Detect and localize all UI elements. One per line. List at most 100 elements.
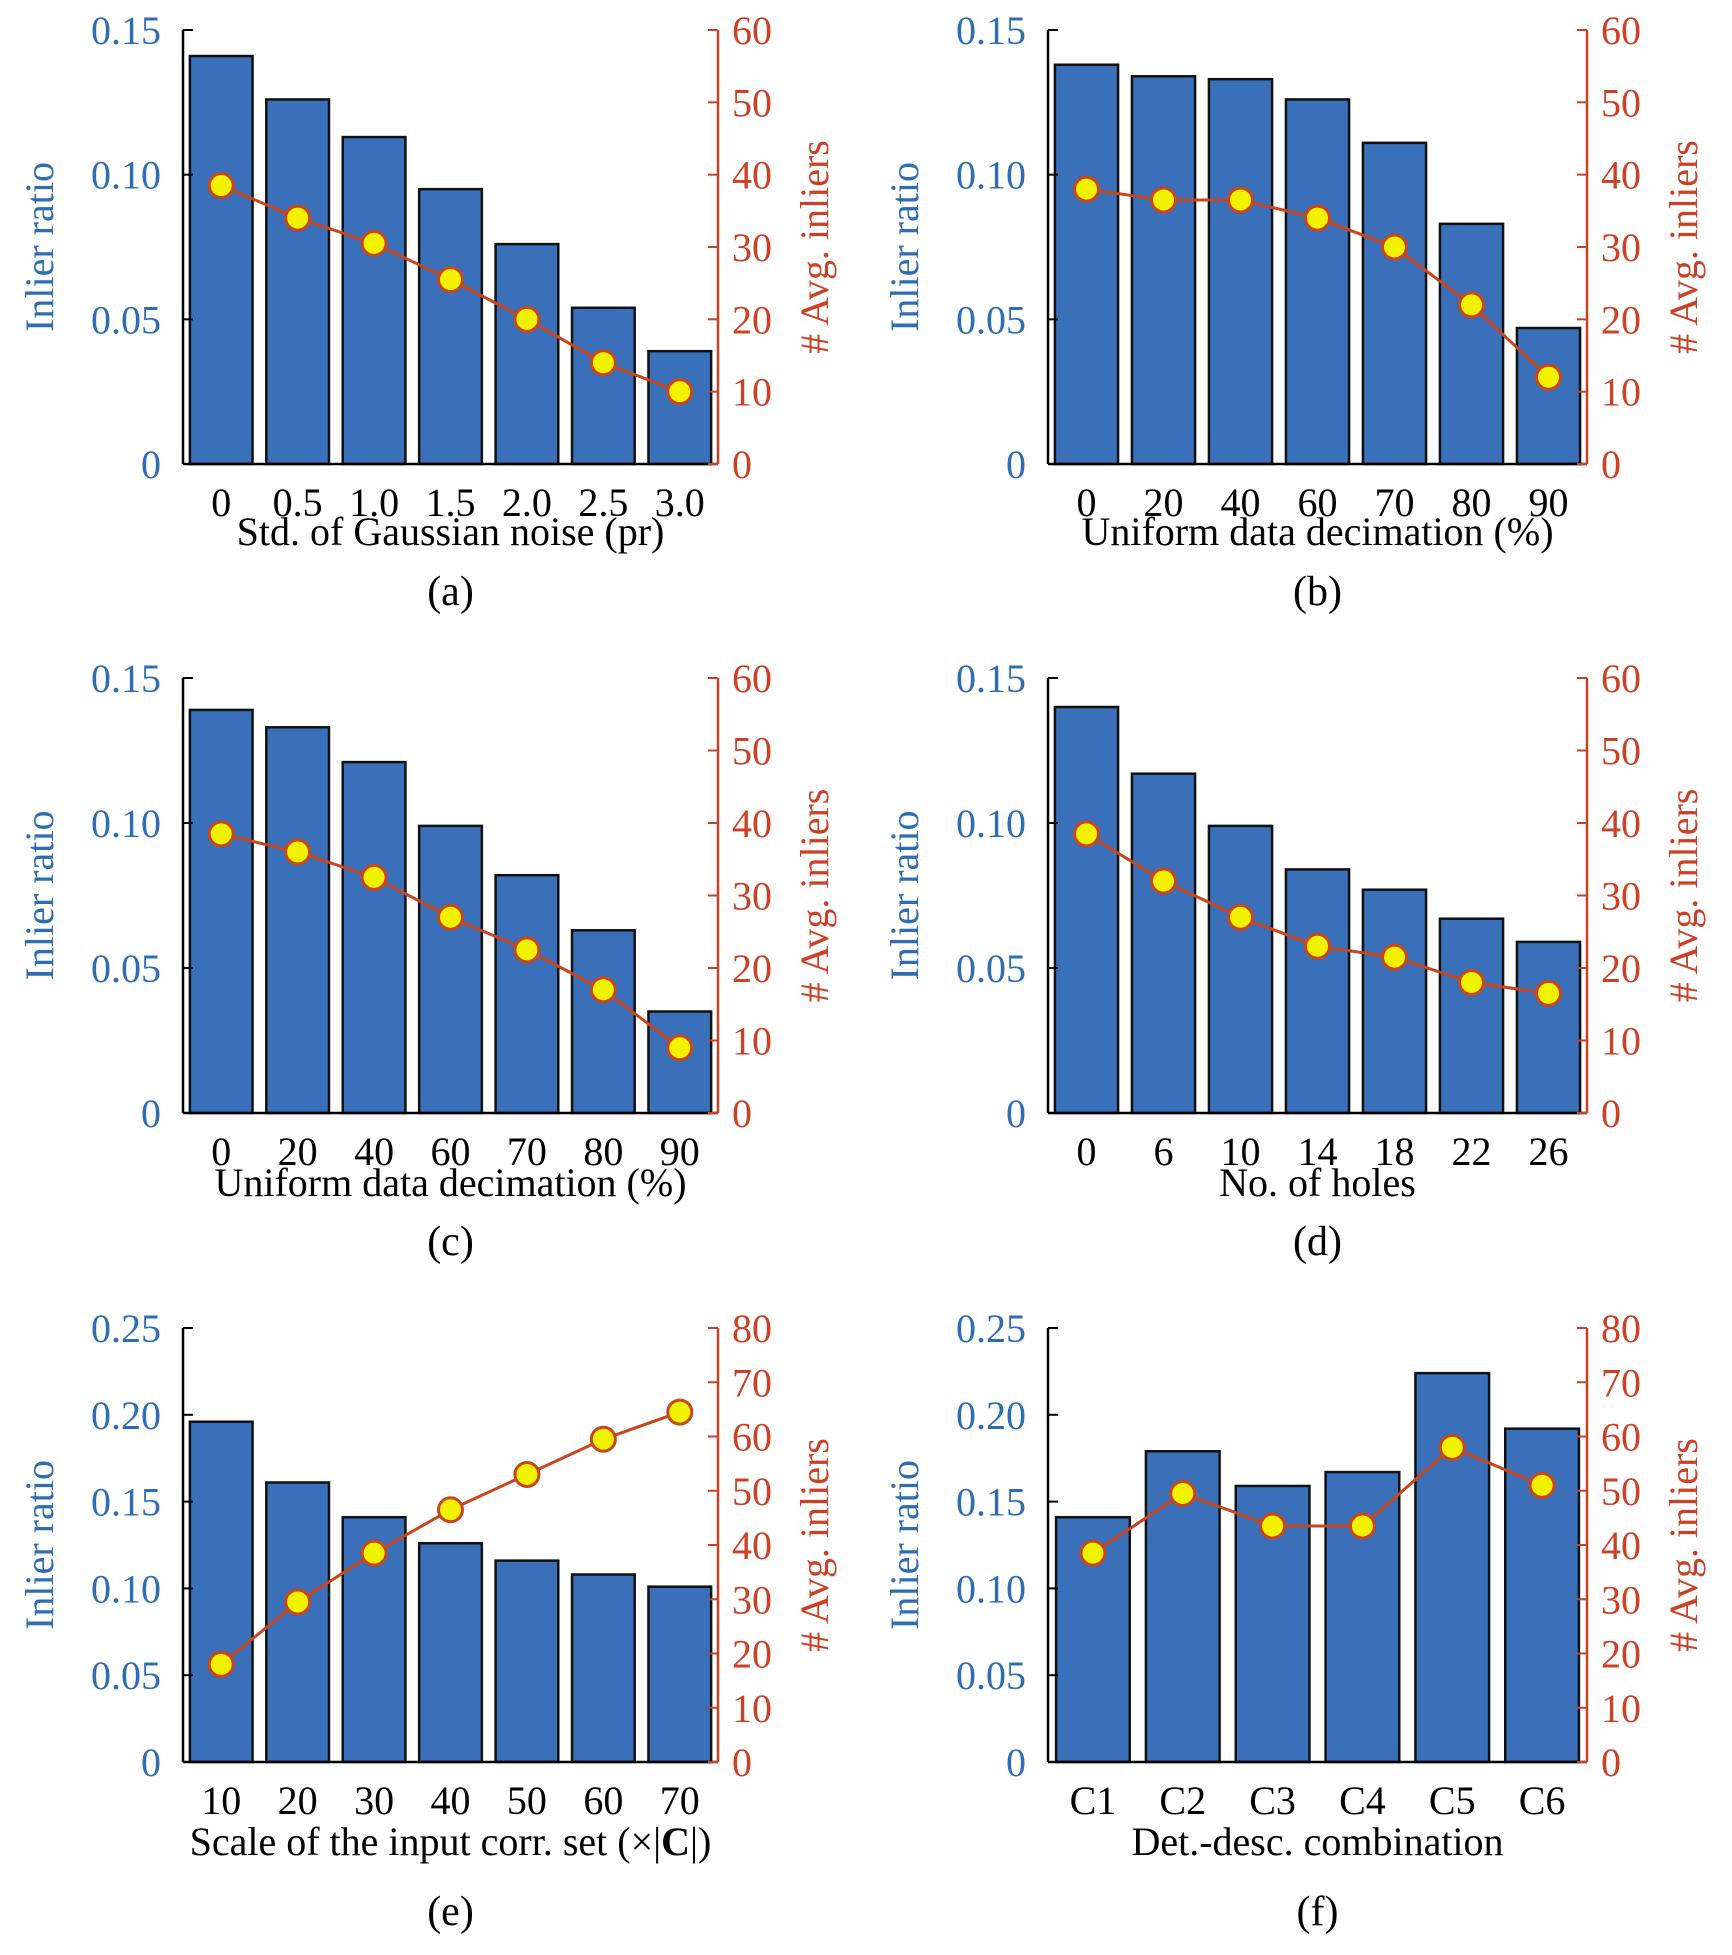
right-tick-label: 20 xyxy=(1601,1632,1641,1677)
x-tick-label: 40 xyxy=(1221,480,1261,525)
right-tick-label: 30 xyxy=(732,874,772,919)
x-tick-label: 80 xyxy=(583,1129,623,1174)
bar xyxy=(265,1481,331,1764)
x-tick-label: 60 xyxy=(1298,480,1338,525)
bar xyxy=(341,135,407,466)
left-tick-label: 0.05 xyxy=(956,1653,1026,1698)
data-point-marker xyxy=(1535,979,1562,1007)
y-axis-title: Inlier ratio xyxy=(17,811,62,981)
data-point-marker xyxy=(666,1034,694,1062)
x-axis-title: Std. of Gaussian noise (pr) xyxy=(237,509,665,554)
panel-caption: (c) xyxy=(427,1219,474,1265)
data-point-marker xyxy=(437,1496,464,1524)
data-point-marker xyxy=(437,903,464,931)
chart-panel: 0 0.05 0.10 0.15 0.20 0.25 0 10 20 30 40 50 60 70 80 10… xyxy=(17,1306,837,1935)
panel-caption: (b) xyxy=(1293,569,1342,615)
y2-axis-title: # Avg. inliers xyxy=(1661,1438,1706,1652)
right-tick-label: 10 xyxy=(732,1019,772,1064)
right-tick-label: 0 xyxy=(732,1091,752,1136)
bar xyxy=(1515,940,1582,1115)
right-tick-label: 20 xyxy=(732,297,772,342)
right-tick-label: 40 xyxy=(1601,801,1641,846)
x-tick-label: 60 xyxy=(583,1778,623,1823)
right-tick-label: 0 xyxy=(1601,1740,1621,1785)
y-axis-title: Inlier ratio xyxy=(882,162,927,332)
right-tick-label: 50 xyxy=(732,80,772,125)
x-tick-label: 10 xyxy=(1221,1129,1261,1174)
data-point-marker xyxy=(1381,943,1408,971)
x-tick-label: 0 xyxy=(1077,480,1097,525)
right-tick-label: 30 xyxy=(732,1577,772,1622)
bar xyxy=(1207,77,1274,466)
data-point-marker xyxy=(360,863,388,891)
right-tick-label: 40 xyxy=(1601,1523,1641,1568)
data-point-marker xyxy=(1381,233,1408,261)
data-point-marker xyxy=(1535,363,1562,391)
y2-axis-title: # Avg. inliers xyxy=(1661,140,1706,354)
data-point-marker xyxy=(437,266,464,294)
data-point-marker xyxy=(1150,867,1177,895)
right-tick-label: 20 xyxy=(732,1632,772,1677)
right-tick-label: 40 xyxy=(732,153,772,198)
x-axis-title: No. of holes xyxy=(1219,1160,1416,1205)
right-tick-label: 0 xyxy=(732,1740,752,1785)
data-point-marker xyxy=(1304,932,1331,960)
bar xyxy=(1130,772,1197,1115)
data-point-marker xyxy=(513,1460,541,1488)
data-point-marker xyxy=(207,820,235,848)
left-tick-label: 0 xyxy=(141,1740,161,1785)
bar xyxy=(1207,824,1274,1115)
data-point-marker xyxy=(207,172,235,200)
left-tick-label: 0.20 xyxy=(956,1393,1026,1438)
bar xyxy=(1438,222,1505,466)
y-axis-title: Inlier ratio xyxy=(17,1460,62,1630)
bar xyxy=(417,187,484,466)
x-tick-label: 90 xyxy=(660,1129,700,1174)
bar xyxy=(1361,141,1428,466)
y-axis-title: Inlier ratio xyxy=(17,162,62,332)
x-tick-label: 80 xyxy=(1452,480,1492,525)
bar xyxy=(570,1573,636,1764)
y-axis-title: Inlier ratio xyxy=(882,1460,927,1630)
bar xyxy=(1361,888,1428,1115)
left-tick-label: 0 xyxy=(1006,1091,1026,1136)
x-tick-label: 1.5 xyxy=(426,480,476,525)
right-tick-label: 60 xyxy=(1601,1415,1641,1460)
right-tick-label: 0 xyxy=(1601,1091,1621,1136)
data-point-marker xyxy=(513,305,541,333)
panel-caption: (f) xyxy=(1297,1889,1339,1935)
right-tick-label: 20 xyxy=(732,946,772,991)
left-tick-label: 0.10 xyxy=(956,1566,1026,1611)
data-point-marker xyxy=(360,229,388,257)
left-tick-label: 0.10 xyxy=(956,153,1026,198)
bar xyxy=(1053,63,1120,466)
x-axis-title: Uniform data decimation (%) xyxy=(214,1160,686,1205)
chart-panel: 0 0.05 0.10 0.15 0 10 20 30 40 50 60 0 6 10 14 18 22 26 In… xyxy=(882,656,1706,1265)
x-tick-label: C1 xyxy=(1070,1778,1117,1823)
x-tick-label: 6 xyxy=(1154,1129,1174,1174)
x-tick-label: C4 xyxy=(1339,1778,1386,1823)
x-tick-label: 10 xyxy=(201,1778,241,1823)
right-tick-label: 20 xyxy=(1601,946,1641,991)
x-tick-label: 60 xyxy=(431,1129,471,1174)
panel-caption: (e) xyxy=(427,1889,474,1935)
x-tick-label: 0.5 xyxy=(273,480,323,525)
x-axis-title-part: |) xyxy=(690,1819,711,1864)
right-tick-label: 50 xyxy=(732,1469,772,1514)
left-tick-label: 0.10 xyxy=(91,801,161,846)
data-point-marker xyxy=(1458,291,1485,319)
right-tick-label: 70 xyxy=(732,1360,772,1405)
y-axis-title: Inlier ratio xyxy=(882,811,927,981)
x-tick-label: 20 xyxy=(278,1778,318,1823)
data-point-marker xyxy=(284,838,312,866)
x-tick-label: C5 xyxy=(1429,1778,1476,1823)
x-axis-title-part: Scale of the input corr. set (×| xyxy=(190,1819,662,1864)
chart-panel: 0 0.05 0.10 0.15 0 10 20 30 40 50 60 0 20 40 60 70 80 90 I… xyxy=(882,8,1706,615)
data-point-marker xyxy=(589,1425,617,1453)
x-axis-title: Scale of the input corr. set (×|C|) xyxy=(190,1819,712,1864)
x-tick-label: 30 xyxy=(354,1778,394,1823)
right-tick-label: 50 xyxy=(732,729,772,774)
data-point-marker xyxy=(1304,204,1331,232)
x-tick-label: 20 xyxy=(1144,480,1184,525)
